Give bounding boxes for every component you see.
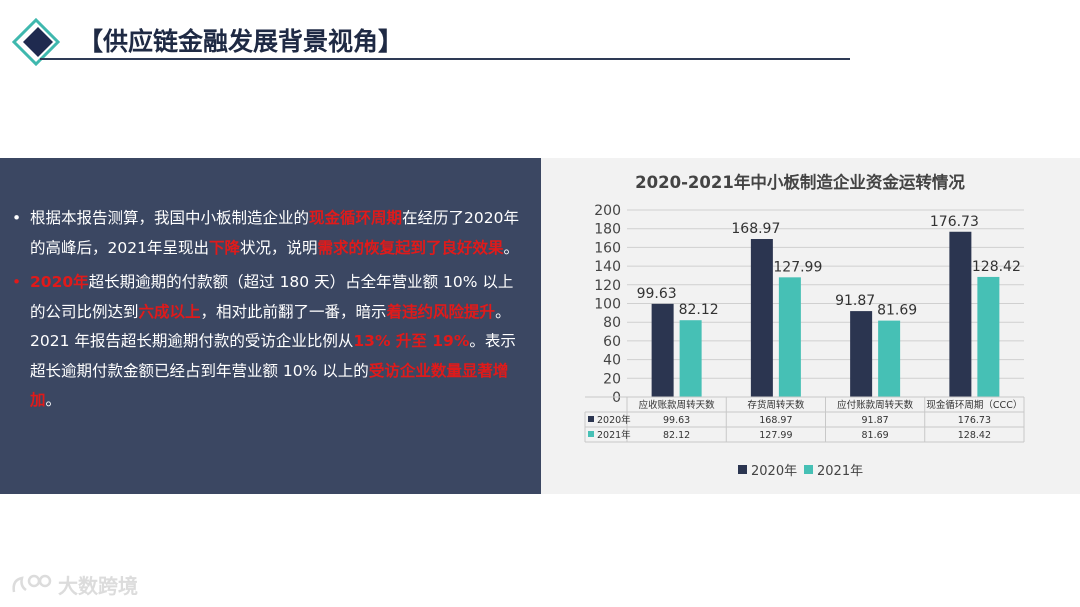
table-legend-swatch: [588, 416, 594, 422]
data-label: 176.73: [930, 214, 979, 230]
data-label: 91.87: [835, 293, 875, 309]
data-label: 128.42: [972, 259, 1021, 275]
highlight-text: 六成以上: [138, 302, 201, 321]
bullet-text: 。表示超长逾期付款金额已经占到年营业额 10% 以上的: [30, 332, 516, 380]
legend-label: 2020年: [751, 464, 797, 479]
bar: [949, 231, 972, 397]
x-tick-label: 应收账款周转天数: [639, 399, 716, 411]
highlight-text: 2020年: [30, 273, 89, 291]
bullet-text: 超长期逾期的付款额（超过 180 天）占全年营业额 10% 以上的公司比例达到: [30, 273, 514, 321]
y-tick-label: 120: [594, 278, 621, 294]
bullet-text: 。: [45, 391, 62, 409]
table-cell: 128.42: [958, 430, 991, 441]
highlight-text: 受访企业数量显著增加: [30, 361, 509, 410]
bar: [850, 311, 873, 397]
watermark: 大数跨境: [10, 570, 138, 599]
data-label: 82.12: [679, 302, 719, 318]
data-label: 99.63: [637, 286, 677, 302]
table-cell: 168.97: [759, 415, 792, 426]
highlight-text: 现金循环周期: [309, 209, 403, 227]
bullet-list: • 根据本报告测算，我国中小板制造企业的现金循环周期在经历了2020年的高峰后，2…: [12, 204, 522, 416]
bar: [679, 320, 702, 397]
y-tick-label: 40: [603, 353, 621, 369]
legend-swatch: [738, 465, 747, 474]
bar: [778, 277, 801, 397]
highlight-text: 需求的恢复起到了良好效果: [317, 238, 504, 257]
table-cell: 81.69: [862, 430, 889, 441]
highlight-text: 下降: [208, 238, 240, 257]
chart-title: 2020-2021年中小板制造企业资金运转情况: [635, 172, 965, 192]
data-label: 127.99: [773, 259, 822, 275]
bar: [750, 239, 773, 397]
y-tick-label: 60: [603, 334, 621, 350]
watermark-logo-icon: [12, 574, 52, 592]
bullet-dot-icon: •: [12, 273, 22, 291]
chart-panel: 2020-2021年中小板制造企业资金运转情况 0 20 40 60 80 100 120 14…: [541, 158, 1080, 494]
bullet-text: 状况，说明: [239, 238, 318, 257]
logo-icon: [12, 18, 60, 66]
bar: [651, 303, 674, 397]
watermark-text: 大数跨境: [58, 574, 138, 598]
highlight-text: 13% 升至 19%: [353, 332, 470, 350]
text-panel: • 根据本报告测算，我国中小板制造企业的现金循环周期在经历了2020年的高峰后，2…: [0, 158, 541, 494]
data-label: 81.69: [877, 303, 917, 319]
x-tick-label: 现金循环周期（CCC）: [926, 399, 1022, 411]
x-tick-label: 应付账款周转天数: [837, 399, 914, 411]
bar-chart: 2020-2021年中小板制造企业资金运转情况 0 20 40 60 80 100 120 14…: [584, 172, 1025, 479]
bullet-text: ，相对此前翻了一番，暗示: [200, 302, 387, 321]
table-cell: 127.99: [759, 430, 792, 441]
table-cell: 176.73: [958, 415, 991, 426]
bar: [977, 276, 1000, 397]
legend-label: 2021年: [817, 464, 863, 479]
x-tick-label: 存货周转天数: [747, 399, 805, 411]
bullet-text: 。: [503, 238, 520, 257]
y-tick-label: 80: [603, 315, 621, 331]
y-tick-label: 100: [594, 297, 621, 313]
table-cell: 99.63: [663, 415, 690, 426]
y-tick-label: 140: [594, 259, 621, 275]
bar: [878, 320, 901, 397]
highlight-text: 着违约风险提升: [386, 302, 496, 321]
legend-swatch: [804, 465, 813, 474]
bullet-text: 。2021 年报告超长期逾期付款的受访企业比例从: [30, 302, 511, 351]
y-tick-label: 160: [594, 240, 621, 256]
data-label: 168.97: [731, 221, 780, 237]
bullet-item: • 根据本报告测算，我国中小板制造企业的现金循环周期在经历了2020年的高峰后，2…: [12, 204, 522, 263]
table-cell: 82.12: [663, 430, 690, 441]
page-title: 【供应链金融发展背景视角】: [78, 27, 404, 56]
bullet-text: 根据本报告测算，我国中小板制造企业的: [30, 209, 310, 227]
title-underline: [40, 58, 850, 60]
bullet-item: • 2020年超长期逾期的付款额（超过 180 天）占全年营业额 10% 以上的公…: [12, 268, 522, 416]
y-tick-label: 20: [603, 371, 621, 387]
table-series-name: 2021年: [597, 429, 631, 441]
bullet-dot-icon: •: [12, 209, 22, 227]
table-legend-swatch: [588, 431, 594, 437]
y-tick-label: 180: [594, 222, 621, 238]
table-cell: 91.87: [862, 415, 889, 426]
y-tick-label: 0: [612, 390, 621, 406]
bullet-text: 在经历了2020年的高峰后，2021年呈现出: [30, 209, 519, 257]
table-series-name: 2020年: [597, 414, 631, 426]
y-tick-label: 200: [594, 203, 621, 219]
